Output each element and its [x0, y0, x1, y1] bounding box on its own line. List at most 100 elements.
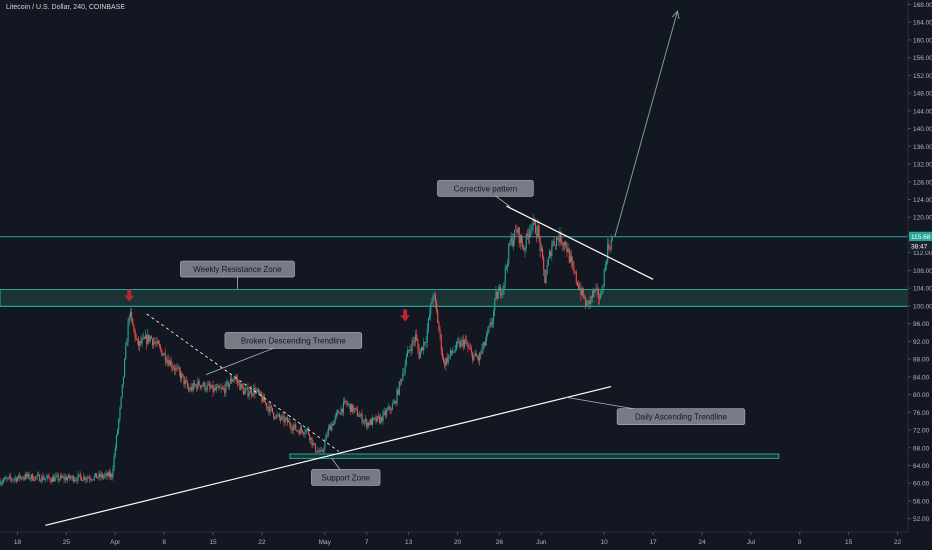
candle-body — [450, 350, 452, 356]
candle-body — [486, 333, 488, 341]
trendline-2 — [506, 205, 654, 280]
candle-body — [107, 472, 109, 477]
candle-body — [250, 389, 253, 395]
candle-body — [579, 288, 581, 290]
callout-label: Daily Ascending Trendline — [635, 413, 728, 422]
candle-body — [496, 291, 498, 299]
candle-body — [571, 256, 573, 262]
price-tick-label: 60.00 — [913, 481, 930, 488]
candle-body — [69, 474, 71, 479]
candle-body — [240, 383, 242, 390]
candle-body — [438, 322, 440, 330]
candle-body — [132, 318, 134, 326]
price-axis[interactable]: 52.00 56.00 60.00 64.00 68.00 72.00 76.00 80.00… — [907, 0, 932, 532]
candle-body — [596, 288, 598, 290]
candle-body — [136, 338, 138, 341]
candle-body — [191, 386, 193, 391]
candle-body — [430, 303, 432, 315]
candle-body — [82, 480, 84, 481]
candle-body — [113, 455, 115, 470]
candle-body — [228, 383, 230, 388]
candle-body — [519, 235, 521, 243]
candle-body — [475, 353, 477, 357]
candle-body — [301, 427, 303, 431]
candle-body — [108, 472, 111, 477]
candle-body — [451, 350, 453, 354]
price-tick-label: 96.00 — [913, 321, 930, 328]
candle-body — [589, 296, 591, 305]
time-tick-label: 20 — [454, 539, 462, 546]
candle-body — [530, 229, 532, 232]
candle-body — [462, 339, 464, 347]
candle-body — [127, 321, 129, 342]
candle-body — [482, 342, 484, 349]
candle-body — [397, 390, 399, 395]
price-tick-label: 100.00 — [913, 303, 932, 310]
candle-body — [225, 382, 227, 394]
candle-body — [291, 429, 293, 431]
candle-body — [468, 347, 470, 349]
candle-body — [517, 227, 519, 233]
candle-body — [217, 385, 219, 388]
candle-body — [202, 385, 204, 387]
candle-body — [551, 245, 553, 256]
candle-body — [381, 416, 383, 422]
candle-body — [568, 248, 570, 263]
candle-body — [354, 408, 356, 410]
candle-body — [25, 474, 27, 479]
time-axis[interactable]: 18 25 Apr 8 15 22 May 7 13 20 26 Jun 10 17 24 Jul 8 15 22 — [0, 531, 908, 546]
candle-body — [408, 350, 410, 351]
candle-body — [74, 479, 76, 482]
candle-body — [317, 451, 319, 453]
candle-body — [211, 384, 213, 389]
candle-body — [119, 407, 121, 420]
candle-body — [605, 262, 608, 265]
candle-body — [70, 477, 72, 479]
candle-body — [548, 251, 551, 258]
candle-body — [6, 478, 8, 480]
candle-body — [365, 419, 367, 421]
candle-body — [192, 382, 194, 391]
candle-body — [566, 246, 568, 253]
candle-body — [463, 340, 466, 347]
candle-body — [101, 474, 104, 478]
candle-body — [531, 226, 533, 230]
candle-body — [602, 286, 604, 293]
candle-body — [90, 479, 92, 480]
candle-body — [368, 422, 370, 425]
candle-body — [164, 353, 166, 362]
price-tag-label: 115.68 — [911, 234, 931, 241]
candle-body — [65, 477, 67, 481]
candle-body — [487, 330, 489, 334]
candle-body — [195, 385, 197, 386]
candle-body — [148, 334, 150, 342]
candle-body — [84, 476, 86, 480]
candle-body — [7, 477, 9, 479]
candle-body — [21, 477, 23, 479]
candle-body — [142, 337, 144, 339]
candle-body — [37, 474, 40, 476]
candle-body — [115, 435, 118, 449]
candle-body — [77, 474, 79, 481]
candle-body — [600, 293, 602, 299]
callout-label: Corrective pattern — [454, 184, 518, 193]
candle-body — [353, 408, 355, 412]
candle-body — [200, 385, 202, 388]
candle-body — [178, 367, 180, 372]
candle-body — [204, 382, 206, 390]
candle-body — [126, 341, 128, 346]
candle-body — [32, 474, 34, 481]
candle-body — [150, 336, 152, 339]
candle-body — [271, 407, 273, 413]
candle-body — [20, 477, 22, 479]
candle-body — [287, 417, 289, 423]
candle-body — [172, 367, 175, 369]
time-tick-label: 18 — [14, 539, 22, 546]
candle-body — [599, 297, 601, 299]
price-tick-label: 120.00 — [913, 215, 932, 222]
candle-body — [205, 389, 207, 391]
candle-body — [501, 293, 503, 296]
candle-body — [64, 477, 66, 480]
candle-body — [384, 411, 386, 416]
